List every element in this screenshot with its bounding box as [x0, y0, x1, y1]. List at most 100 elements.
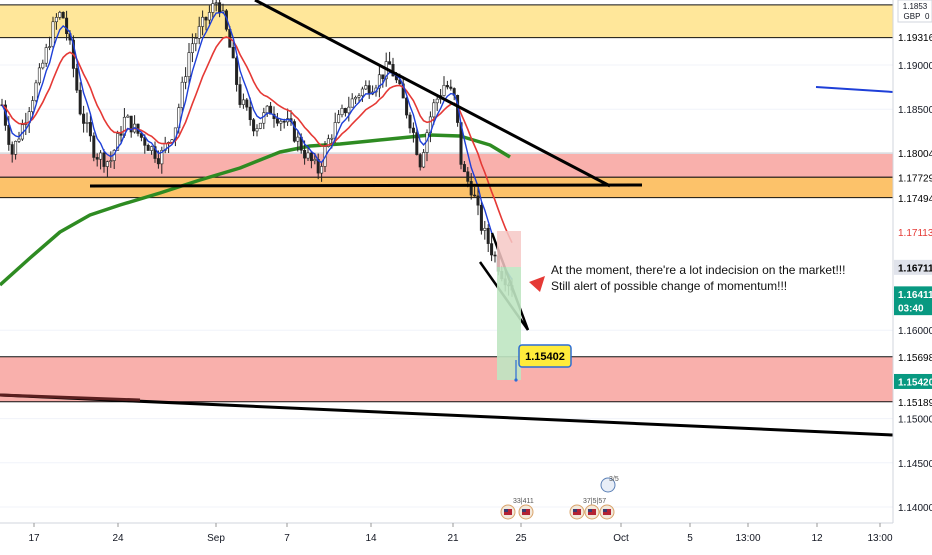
event-flag-icon-4-flag-canton: [603, 509, 607, 512]
candle-body-37: [126, 115, 130, 118]
candle-body-127: [432, 102, 436, 118]
candle-body-55: [187, 52, 191, 77]
candle-body-106: [360, 88, 364, 97]
candle-body-5: [17, 138, 21, 142]
price-label-box-6: [894, 259, 932, 275]
candle-body-99: [337, 114, 341, 123]
candle-body-64: [218, 2, 222, 13]
candle-body-121: [411, 127, 415, 133]
candle-body-46: [156, 158, 160, 165]
candle-body-13: [44, 47, 48, 64]
y-tick-label-6: 1.14000: [898, 503, 932, 514]
symbol-header-box: [897, 0, 932, 23]
candle-body-58: [197, 26, 201, 39]
price-label-8: 03:40: [898, 304, 924, 315]
ema-fast-line: [1, 11, 513, 280]
price-label-box-3: [894, 169, 932, 185]
price-label-0: 1.19316: [898, 33, 932, 44]
price-label-11: 1.15189: [898, 398, 932, 409]
candle-body-83: [282, 120, 286, 123]
candle-body-100: [340, 108, 344, 116]
candle-body-81: [275, 118, 279, 124]
candle-body-132: [449, 86, 453, 89]
x-tick-label-10: 12: [811, 533, 823, 544]
time-axis-background[interactable]: [0, 523, 932, 550]
candle-body-53: [180, 81, 184, 108]
candle-body-68: [231, 47, 235, 59]
candle-body-60: [204, 16, 208, 21]
y-tick-label-5: 1.14500: [898, 459, 932, 470]
candle-body-105: [357, 95, 361, 98]
candle-body-29: [99, 152, 103, 160]
price-label-box-10: [894, 373, 932, 389]
candle-body-74: [252, 119, 256, 132]
candle-body-38: [129, 115, 133, 133]
candle-body-96: [326, 138, 330, 147]
price-label-box-2: [894, 145, 932, 161]
candle-body-112: [381, 74, 385, 80]
support-line[interactable]: [89, 183, 643, 188]
candle-body-71: [241, 99, 245, 105]
candle-body-141: [479, 204, 483, 231]
candle-body-15: [51, 21, 55, 47]
candle-body-24: [82, 113, 86, 124]
event-globe-icon[interactable]: [600, 477, 616, 493]
candle-body-11: [37, 67, 41, 84]
candle-body-104: [354, 96, 358, 100]
candle-body-140: [476, 195, 480, 206]
candle-body-78: [265, 105, 269, 113]
candle-body-4: [14, 141, 18, 155]
candle-body-142: [483, 227, 487, 231]
y-tick-label-4: 1.15000: [898, 415, 932, 426]
candle-body-12: [41, 62, 45, 69]
price-label-9: 1.15698: [898, 353, 932, 364]
candle-body-114: [388, 61, 392, 65]
candle-body-102: [347, 106, 351, 114]
candle-body-90: [306, 152, 310, 159]
x-tick-label-3: 7: [284, 533, 290, 544]
take-profit-zone[interactable]: [497, 267, 521, 380]
x-tick-label-0: 17: [28, 533, 40, 544]
zone-0: [0, 4, 893, 38]
candle-body-130: [442, 85, 446, 96]
candle-body-123: [418, 154, 422, 168]
x-tick-label-5: 21: [447, 533, 459, 544]
candle-body-128: [435, 98, 439, 104]
candle-body-3: [10, 144, 14, 155]
currency-suffix-label: 0: [925, 12, 930, 21]
ema-slow-line: [1, 36, 513, 244]
candle-body-124: [422, 152, 426, 168]
price-label-box-11: [894, 394, 932, 410]
stop-loss-zone[interactable]: [497, 231, 521, 267]
candle-body-89: [303, 149, 307, 159]
candle-body-22: [75, 68, 79, 91]
target-label: 1.15402: [525, 351, 565, 363]
descending-trendline[interactable]: [254, 0, 611, 188]
candle-body-108: [367, 85, 371, 95]
blue-trendline[interactable]: [815, 86, 894, 93]
zone-2: [0, 177, 893, 198]
candle-body-59: [201, 16, 205, 27]
candle-body-23: [78, 89, 82, 115]
candle-body-72: [245, 99, 249, 108]
x-tick-label-4: 14: [365, 533, 377, 544]
candle-body-138: [469, 181, 473, 196]
x-tick-label-6: 25: [515, 533, 527, 544]
candle-body-86: [292, 121, 296, 142]
price-axis-background[interactable]: [893, 0, 932, 550]
long-trendline[interactable]: [0, 393, 894, 437]
candle-body-28: [95, 157, 99, 160]
zone-1: [0, 153, 893, 178]
candle-body-47: [160, 150, 164, 165]
currency-label: GBP: [904, 12, 921, 21]
candle-body-107: [364, 85, 368, 90]
event-label-1: 3/5: [609, 476, 619, 483]
price-label-box-4: [894, 190, 932, 206]
candle-body-25: [85, 122, 89, 124]
candle-body-34: [116, 133, 120, 151]
candle-body-75: [255, 128, 259, 132]
target-label-box[interactable]: [518, 344, 572, 368]
candle-body-97: [330, 137, 334, 140]
